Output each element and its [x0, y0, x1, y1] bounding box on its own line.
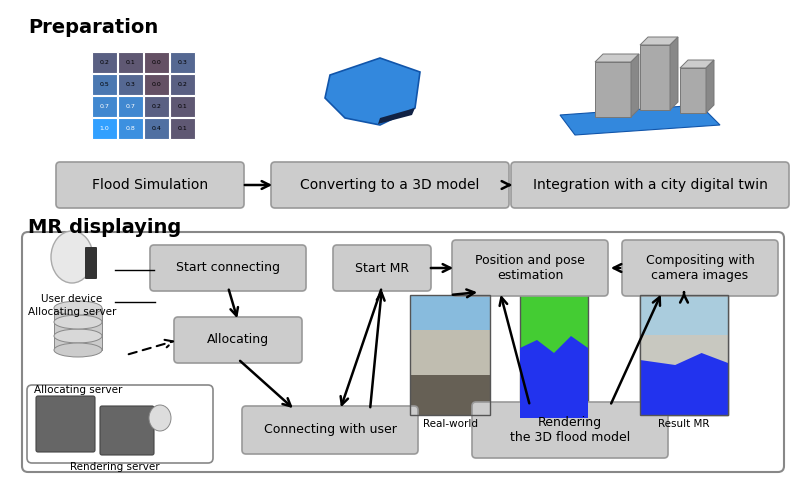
Text: User device: User device — [42, 294, 102, 304]
Text: 0.0: 0.0 — [152, 60, 162, 65]
FancyBboxPatch shape — [56, 162, 244, 208]
Text: Preparation: Preparation — [28, 18, 158, 37]
Ellipse shape — [51, 231, 93, 283]
Text: Result MR: Result MR — [658, 419, 710, 429]
FancyBboxPatch shape — [452, 240, 608, 296]
Bar — [410, 330, 490, 385]
Text: Start connecting: Start connecting — [176, 262, 280, 275]
Bar — [640, 295, 728, 350]
Text: 0.7: 0.7 — [99, 105, 110, 109]
Bar — [170, 96, 195, 117]
Bar — [92, 52, 117, 73]
Bar — [170, 52, 195, 73]
FancyBboxPatch shape — [36, 396, 95, 452]
Text: Start MR: Start MR — [355, 262, 409, 275]
Text: 0.2: 0.2 — [178, 83, 187, 87]
FancyBboxPatch shape — [150, 245, 306, 291]
FancyBboxPatch shape — [622, 240, 778, 296]
Text: Connecting with user: Connecting with user — [263, 423, 397, 436]
FancyBboxPatch shape — [242, 406, 418, 454]
Bar — [520, 280, 588, 418]
Bar — [640, 295, 728, 415]
Text: 0.5: 0.5 — [100, 83, 110, 87]
Bar — [54, 308, 102, 322]
Bar — [92, 74, 117, 95]
Bar — [118, 96, 143, 117]
Bar — [144, 96, 169, 117]
Text: MR displaying: MR displaying — [28, 218, 182, 237]
Bar — [410, 295, 490, 345]
Text: 0.1: 0.1 — [178, 105, 187, 109]
Text: 0.7: 0.7 — [126, 105, 135, 109]
Bar — [118, 118, 143, 139]
Text: Position and pose
estimation: Position and pose estimation — [475, 254, 585, 282]
Text: 1.0: 1.0 — [100, 127, 110, 132]
FancyBboxPatch shape — [333, 245, 431, 291]
Polygon shape — [520, 336, 588, 418]
Bar — [640, 45, 670, 110]
Text: 0.3: 0.3 — [178, 60, 187, 65]
Text: 0.3: 0.3 — [126, 83, 135, 87]
Bar — [144, 74, 169, 95]
Polygon shape — [706, 60, 714, 113]
Polygon shape — [560, 105, 720, 135]
Polygon shape — [325, 58, 420, 125]
Polygon shape — [631, 54, 639, 117]
FancyBboxPatch shape — [100, 406, 154, 455]
Polygon shape — [680, 60, 714, 68]
Polygon shape — [378, 108, 415, 124]
Ellipse shape — [54, 301, 102, 315]
FancyBboxPatch shape — [22, 232, 784, 472]
Bar — [680, 68, 706, 113]
Bar — [170, 74, 195, 95]
Bar — [118, 74, 143, 95]
Ellipse shape — [149, 405, 171, 431]
Ellipse shape — [54, 343, 102, 357]
Bar — [92, 96, 117, 117]
Text: Flood Simulation: Flood Simulation — [92, 178, 208, 192]
Text: 0.8: 0.8 — [126, 127, 135, 132]
FancyBboxPatch shape — [174, 317, 302, 363]
Bar — [54, 336, 102, 350]
Text: 0.2: 0.2 — [99, 60, 110, 65]
Bar — [410, 295, 490, 415]
Text: Rendering
the 3D flood model: Rendering the 3D flood model — [510, 416, 630, 444]
Text: Allocating: Allocating — [207, 334, 269, 347]
FancyBboxPatch shape — [271, 162, 509, 208]
Text: 0.4: 0.4 — [151, 127, 162, 132]
Text: 0.2: 0.2 — [151, 105, 162, 109]
Polygon shape — [670, 37, 678, 110]
Text: Allocating server: Allocating server — [34, 385, 122, 395]
Bar — [170, 118, 195, 139]
Text: 0.1: 0.1 — [178, 127, 187, 132]
Bar — [640, 295, 728, 415]
FancyBboxPatch shape — [85, 247, 97, 279]
Ellipse shape — [54, 329, 102, 343]
Bar — [144, 52, 169, 73]
Bar — [92, 118, 117, 139]
Text: 0.1: 0.1 — [126, 60, 135, 65]
FancyBboxPatch shape — [511, 162, 789, 208]
Text: 0.0: 0.0 — [152, 83, 162, 87]
FancyBboxPatch shape — [27, 385, 213, 463]
Text: Rendering server: Rendering server — [70, 462, 160, 472]
Text: Real-world: Real-world — [422, 419, 478, 429]
Text: Converting to a 3D model: Converting to a 3D model — [300, 178, 480, 192]
Bar — [410, 375, 490, 415]
Bar — [144, 118, 169, 139]
Bar — [640, 335, 728, 377]
Text: Compositing with
camera images: Compositing with camera images — [646, 254, 754, 282]
Text: Allocating server: Allocating server — [28, 307, 116, 317]
Polygon shape — [640, 353, 728, 415]
Bar — [54, 322, 102, 336]
Text: Integration with a city digital twin: Integration with a city digital twin — [533, 178, 767, 192]
Bar — [118, 52, 143, 73]
Polygon shape — [640, 37, 678, 45]
Ellipse shape — [54, 315, 102, 329]
Bar — [595, 62, 631, 117]
Polygon shape — [595, 54, 639, 62]
FancyBboxPatch shape — [472, 402, 668, 458]
